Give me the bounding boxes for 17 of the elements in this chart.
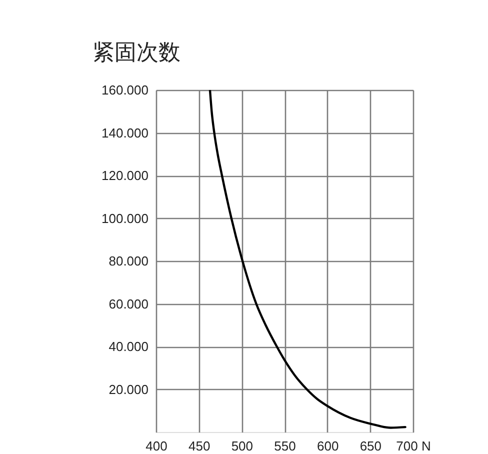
y-tick-label: 60.000 xyxy=(108,296,148,312)
x-tick-label: 700 N xyxy=(396,438,431,454)
y-tick-label: 100.000 xyxy=(102,210,148,226)
x-tick-label: 500 xyxy=(231,438,254,454)
y-tick-label: 120.000 xyxy=(102,168,148,183)
y-tick-label: 20.000 xyxy=(108,382,148,397)
line-series xyxy=(208,90,406,429)
y-tick-label: 140.000 xyxy=(102,125,148,140)
x-tick-label: 400 xyxy=(146,438,168,454)
y-tick-label: 40.000 xyxy=(108,339,148,354)
y-tick-label: 80.000 xyxy=(108,254,148,268)
x-tick-label: 450 xyxy=(188,438,210,454)
x-tick-label: 550 xyxy=(274,438,296,454)
x-tick-label: 650 xyxy=(360,438,382,454)
x-tick-label: 600 xyxy=(316,438,339,454)
y-axis-title: 紧固次数 xyxy=(92,40,180,66)
y-tick-label: 160.000 xyxy=(102,82,148,98)
